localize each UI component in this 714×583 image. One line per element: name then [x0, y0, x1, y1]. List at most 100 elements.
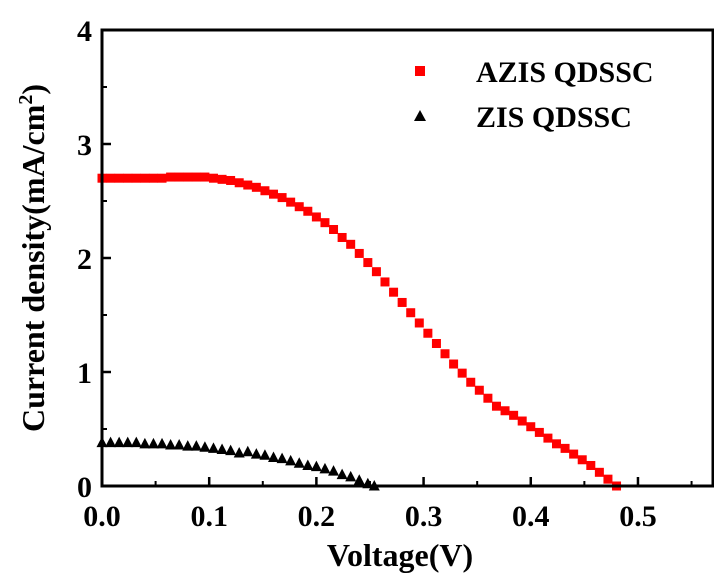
azis-data-point	[260, 186, 270, 196]
x-axis-title: Voltage(V)	[327, 537, 473, 573]
y-tick-label: 2	[77, 243, 92, 276]
zis-data-point	[353, 474, 365, 485]
azis-data-point	[329, 225, 339, 234]
azis-data-point	[423, 328, 433, 338]
azis-data-point	[251, 182, 261, 192]
azis-data-point	[234, 178, 244, 188]
zis-data-point	[233, 446, 245, 458]
azis-data-point	[440, 349, 450, 359]
azis-data-point	[363, 258, 373, 268]
legend-marker-zis	[414, 110, 426, 121]
zis-data-point	[293, 457, 305, 468]
zis-data-point	[165, 438, 177, 450]
azis-data-point	[294, 202, 304, 212]
plot-frame	[100, 28, 714, 488]
azis-data-point	[174, 172, 184, 182]
zis-data-point	[147, 437, 159, 449]
zis-data-point	[190, 440, 202, 451]
zis-data-point	[250, 448, 262, 459]
azis-data-point	[311, 212, 321, 222]
zis-data-point	[182, 440, 194, 451]
azis-data-point	[140, 173, 150, 183]
x-tick-label: 0.3	[405, 500, 443, 533]
x-tick-label: 0.0	[83, 500, 121, 533]
azis-data-point	[346, 239, 356, 249]
axis-ticks	[100, 28, 693, 488]
legend-label-zis: ZIS QDSSC	[476, 101, 632, 134]
azis-data-point	[123, 173, 133, 183]
azis-data-point	[277, 193, 287, 203]
azis-data-point	[166, 172, 176, 182]
azis-data-point	[509, 410, 519, 420]
azis-data-point	[466, 377, 476, 387]
y-tick-label: 3	[77, 129, 92, 162]
azis-data-point	[594, 467, 604, 477]
azis-data-point	[371, 267, 381, 277]
y-axis-title-main: Current density(mA/cm	[15, 104, 51, 432]
y-axis-title-close: )	[15, 84, 51, 95]
y-tick-label: 0	[77, 471, 92, 504]
azis-data-point	[431, 339, 441, 348]
azis-data-point	[269, 189, 279, 199]
y-axis-title-sup: 2	[15, 95, 37, 105]
azis-data-point	[491, 401, 501, 411]
zis-data-point	[173, 438, 185, 450]
azis-data-point	[243, 180, 253, 190]
azis-data-point	[191, 172, 201, 182]
azis-data-point	[354, 248, 364, 258]
y-tick-label: 1	[77, 357, 92, 390]
azis-data-point	[534, 427, 544, 437]
azis-data-point	[483, 393, 493, 403]
azis-data-point	[551, 439, 561, 449]
azis-data-point	[406, 308, 416, 318]
azis-data-point	[389, 287, 399, 297]
zis-data-point	[122, 436, 134, 448]
legend-label-azis: AZIS QDSSC	[476, 56, 654, 89]
zis-data-point	[285, 454, 297, 466]
zis-data-point	[336, 468, 348, 480]
x-tick-label: 0.1	[190, 500, 228, 533]
zis-data-point	[139, 437, 151, 449]
legend: AZIS QDSSC ZIS QDSSC	[414, 56, 654, 134]
azis-data-point	[586, 460, 596, 470]
zis-data-point	[328, 465, 340, 476]
azis-data-point	[200, 172, 210, 182]
legend-marker-azis	[415, 66, 425, 76]
x-tick-label: 0.5	[619, 500, 657, 533]
azis-data-point	[183, 172, 193, 182]
azis-data-point	[603, 474, 613, 484]
zis-data-point	[207, 442, 219, 453]
zis-data-point	[105, 436, 117, 448]
azis-data-point	[517, 416, 527, 426]
azis-data-point	[148, 173, 158, 183]
azis-data-point	[569, 449, 579, 459]
azis-data-point	[114, 173, 124, 183]
azis-data-point	[457, 368, 467, 378]
zis-data-point	[156, 437, 168, 449]
zis-data-point	[113, 436, 125, 448]
zis-data-point	[345, 470, 357, 482]
zis-data-point	[216, 443, 228, 455]
zis-data-point	[276, 452, 288, 464]
azis-data-point	[414, 318, 424, 328]
azis-data-point	[217, 174, 227, 184]
azis-data-point	[106, 173, 116, 183]
zis-data-point	[130, 436, 142, 448]
zis-data-point	[268, 451, 280, 462]
zis-data-point	[259, 449, 271, 460]
azis-data-point	[560, 443, 570, 453]
azis-data-point	[320, 218, 330, 228]
azis-data-point	[577, 455, 587, 465]
azis-data-point	[526, 422, 536, 432]
azis-data-point	[131, 173, 141, 183]
azis-data-point	[303, 206, 313, 216]
zis-data-point	[319, 462, 331, 474]
azis-data-point	[449, 359, 459, 369]
azis-data-point	[226, 175, 236, 185]
azis-data-point	[286, 197, 296, 207]
zis-data-point	[302, 459, 314, 470]
x-tick-label: 0.4	[512, 500, 550, 533]
zis-data-point	[310, 460, 322, 472]
azis-data-point	[337, 232, 347, 242]
